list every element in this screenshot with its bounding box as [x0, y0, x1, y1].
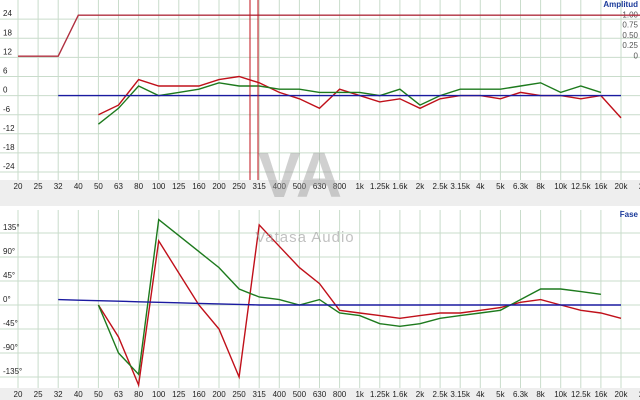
y-tick-label: -18	[3, 143, 15, 152]
watermark-text: Vatasa Audio	[255, 229, 354, 246]
x-tick-label: 40	[74, 390, 83, 399]
x-tick-label: 400	[273, 390, 287, 399]
x-tick-label: 20	[14, 182, 23, 191]
axis-band	[0, 388, 640, 400]
y-tick-label: 0	[3, 86, 8, 95]
y-tick-label: -90°	[3, 343, 18, 352]
panel-title: Fase	[620, 210, 639, 219]
x-tick-label: 100	[152, 182, 166, 191]
x-tick-label: 160	[192, 182, 206, 191]
y2-tick-label: 0.75	[622, 21, 638, 30]
y-tick-label: -135°	[3, 367, 22, 376]
x-tick-label: 16k	[594, 182, 608, 191]
x-tick-label: 2.5k	[433, 182, 449, 191]
x-tick-label: 315	[253, 182, 267, 191]
x-tick-label: 200	[212, 182, 226, 191]
x-tick-label: 125	[172, 390, 186, 399]
y-tick-label: -24	[3, 162, 15, 171]
x-tick-label: 10k	[554, 182, 568, 191]
x-tick-label: 5k	[496, 390, 505, 399]
series-line	[97, 223, 622, 388]
x-tick-label: 63	[114, 182, 123, 191]
x-tick-label: 63	[114, 390, 123, 399]
x-tick-label: 25	[34, 182, 43, 191]
y-tick-label: 24	[3, 9, 12, 18]
y-tick-label: 18	[3, 28, 12, 37]
x-tick-label: 12.5k	[571, 390, 592, 399]
y-tick-label: 90°	[3, 247, 15, 256]
x-tick-label: 250	[232, 390, 246, 399]
x-tick-label: 32	[54, 182, 63, 191]
axis-band	[0, 180, 640, 206]
series-line	[18, 14, 640, 57]
y2-tick-label: 0	[634, 51, 639, 60]
x-tick-label: 8k	[536, 182, 545, 191]
x-tick-label: 20k	[615, 390, 629, 399]
x-tick-label: 5k	[496, 182, 505, 191]
y-tick-label: -12	[3, 124, 15, 133]
x-tick-label: 4k	[476, 390, 485, 399]
x-tick-label: 50	[94, 182, 103, 191]
x-tick-label: 400	[273, 182, 287, 191]
x-tick-label: 800	[333, 182, 347, 191]
x-tick-label: 6.3k	[513, 390, 529, 399]
x-tick-label: 500	[293, 182, 307, 191]
x-tick-label: 1k	[355, 390, 364, 399]
x-tick-label: 160	[192, 390, 206, 399]
series-line	[58, 298, 621, 306]
x-tick-label: 2	[639, 182, 640, 191]
series-line	[97, 82, 602, 125]
x-tick-label: 1.25k	[370, 390, 391, 399]
x-tick-label: 125	[172, 182, 186, 191]
x-tick-label: 1.6k	[392, 390, 408, 399]
x-tick-label: 40	[74, 182, 83, 191]
x-tick-label: 10k	[554, 390, 568, 399]
x-tick-label: 2.5k	[433, 390, 449, 399]
y-tick-label: 6	[3, 67, 8, 76]
x-tick-label: 3.15k	[450, 182, 471, 191]
x-tick-label: 630	[313, 390, 327, 399]
x-tick-label: 1.6k	[392, 182, 408, 191]
x-tick-label: 200	[212, 390, 226, 399]
x-tick-label: 16k	[594, 390, 608, 399]
x-tick-label: 12.5k	[571, 182, 592, 191]
x-tick-label: 25	[34, 390, 43, 399]
panel-title: Amplitud	[603, 0, 638, 9]
watermark-logo: VA	[258, 139, 342, 211]
x-tick-label: 20	[14, 390, 23, 399]
y2-tick-label: 0.25	[622, 41, 638, 50]
x-tick-label: 3.15k	[450, 390, 471, 399]
y-tick-label: 12	[3, 47, 12, 56]
series-line	[97, 218, 601, 376]
x-tick-label: 80	[134, 182, 143, 191]
y2-tick-label: 0.50	[622, 31, 638, 40]
x-tick-label: 32	[54, 390, 63, 399]
x-tick-label: 100	[152, 390, 166, 399]
y-tick-label: 0°	[3, 295, 11, 304]
y-tick-label: 135°	[3, 223, 20, 232]
x-tick-label: 1.25k	[370, 182, 391, 191]
x-tick-label: 2	[639, 390, 640, 399]
x-tick-label: 500	[293, 390, 307, 399]
x-tick-label: 315	[253, 390, 267, 399]
y-tick-label: -6	[3, 105, 11, 114]
x-tick-label: 6.3k	[513, 182, 529, 191]
x-tick-label: 50	[94, 390, 103, 399]
x-tick-label: 2k	[416, 390, 425, 399]
x-tick-label: 2k	[416, 182, 425, 191]
x-tick-label: 80	[134, 390, 143, 399]
x-tick-label: 250	[232, 182, 246, 191]
x-tick-label: 630	[313, 182, 327, 191]
x-tick-label: 800	[333, 390, 347, 399]
x-tick-label: 4k	[476, 182, 485, 191]
x-tick-label: 8k	[536, 390, 545, 399]
x-tick-label: 20k	[615, 182, 629, 191]
y-tick-label: -45°	[3, 319, 18, 328]
y-tick-label: 45°	[3, 271, 15, 280]
x-tick-label: 1k	[355, 182, 364, 191]
